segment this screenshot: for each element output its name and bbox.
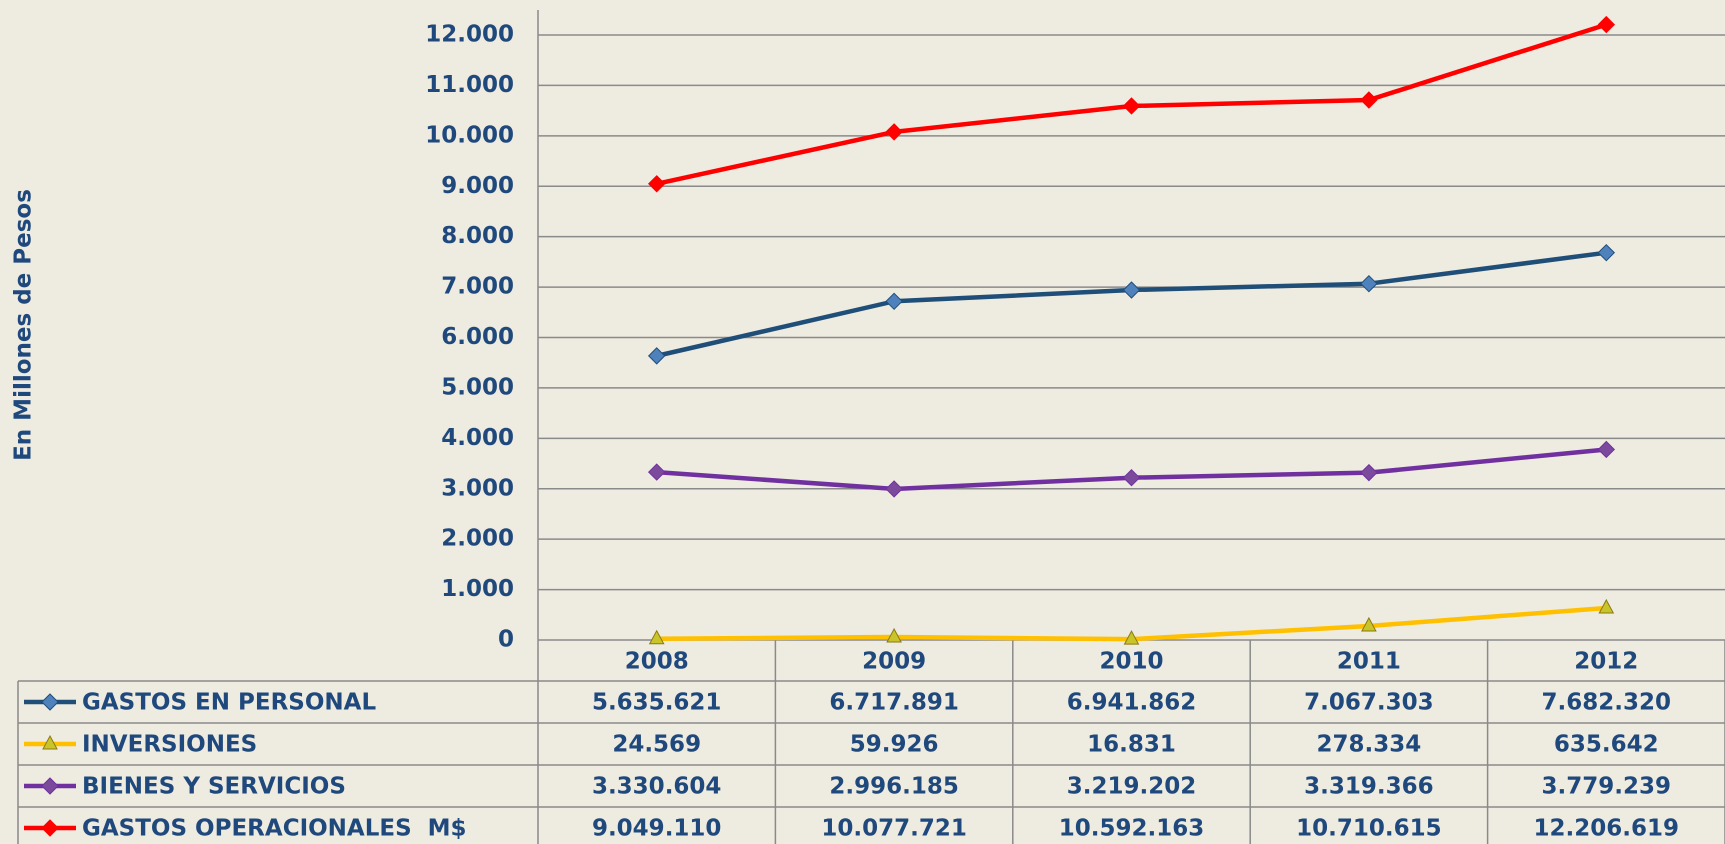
marker (1360, 91, 1378, 109)
marker (1123, 630, 1140, 645)
marker (885, 123, 903, 141)
table-value: 7.067.303 (1304, 690, 1434, 716)
marker (886, 627, 902, 643)
marker (885, 480, 903, 498)
table-value: 3.319.366 (1304, 774, 1434, 800)
marker (1122, 281, 1141, 299)
y-tick-label: 10.000 (425, 122, 514, 148)
x-tick-label: 2009 (862, 649, 926, 675)
x-tick-label: 2012 (1574, 649, 1638, 675)
legend-label: GASTOS OPERACIONALES M$ (82, 816, 467, 842)
marker (1360, 463, 1378, 482)
table-value: 6.941.862 (1067, 690, 1197, 716)
table-value: 2.996.185 (829, 774, 959, 800)
table-value: 12.206.619 (1534, 816, 1680, 842)
table-value: 10.592.163 (1059, 816, 1205, 842)
marker (1598, 598, 1615, 614)
y-tick-label: 0 (498, 627, 514, 653)
x-tick-label: 2010 (1099, 649, 1163, 675)
marker (647, 175, 666, 193)
y-tick-label: 2.000 (441, 526, 514, 552)
table-value: 278.334 (1317, 732, 1422, 758)
marker (648, 629, 665, 645)
table-value: 3.219.202 (1067, 774, 1197, 800)
table-value: 9.049.110 (592, 816, 722, 842)
marker (41, 819, 59, 837)
y-tick-label: 9.000 (441, 173, 514, 199)
marker (647, 463, 666, 481)
table-value: 10.710.615 (1296, 816, 1442, 842)
table-value: 24.569 (612, 732, 701, 758)
y-tick-label: 12.000 (425, 22, 514, 48)
marker (647, 347, 666, 365)
table-value: 635.642 (1554, 732, 1659, 758)
marker (1122, 97, 1141, 115)
legend-label: BIENES Y SERVICIOS (82, 774, 346, 800)
y-tick-label: 4.000 (441, 425, 514, 451)
y-tick-label: 1.000 (441, 576, 514, 602)
table-value: 59.926 (850, 732, 939, 758)
marker (885, 292, 903, 311)
legend-label: INVERSIONES (82, 732, 257, 758)
marker (1122, 468, 1141, 487)
legend-label: GASTOS EN PERSONAL (82, 690, 376, 716)
y-tick-label: 11.000 (425, 72, 514, 98)
y-tick-label: 3.000 (441, 475, 514, 501)
y-tick-label: 7.000 (441, 274, 514, 300)
marker (41, 693, 59, 711)
table-value: 6.717.891 (829, 690, 959, 716)
marker (1361, 616, 1377, 632)
y-tick-label: 8.000 (441, 223, 514, 249)
marker (42, 734, 58, 750)
table-value: 3.330.604 (592, 774, 722, 800)
marker (41, 777, 59, 795)
table-value: 5.635.621 (592, 690, 722, 716)
table-value: 10.077.721 (821, 816, 967, 842)
y-tick-label: 6.000 (441, 324, 514, 350)
x-tick-label: 2008 (625, 649, 689, 675)
x-tick-label: 2011 (1337, 649, 1401, 675)
marker (1597, 440, 1616, 459)
table-value: 16.831 (1087, 732, 1176, 758)
table-value: 7.682.320 (1542, 690, 1672, 716)
y-tick-label: 5.000 (441, 374, 514, 400)
marker (1360, 274, 1378, 293)
marker (1597, 243, 1616, 262)
y-axis-label: En Millones de Pesos (11, 189, 37, 461)
marker (1597, 15, 1616, 34)
table-value: 3.779.239 (1542, 774, 1672, 800)
